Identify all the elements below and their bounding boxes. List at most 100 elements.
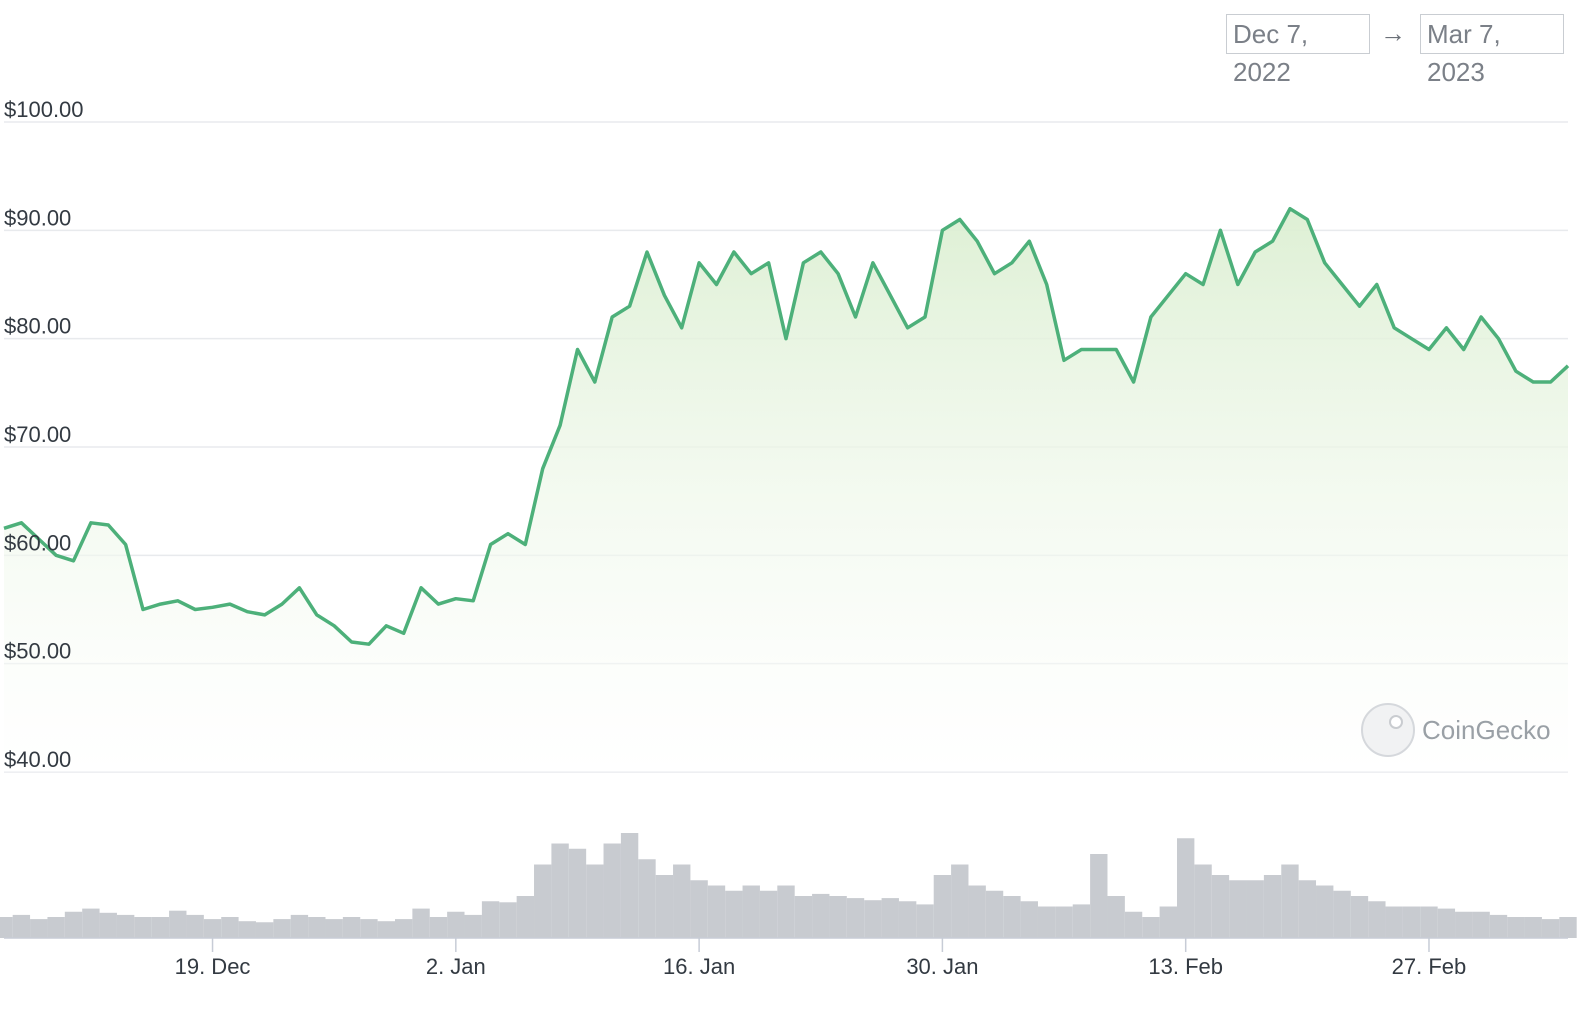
volume-bar bbox=[864, 900, 882, 938]
volume-bar bbox=[1211, 875, 1230, 938]
y-tick-label: $100.00 bbox=[4, 97, 84, 122]
volume-bar bbox=[707, 885, 726, 938]
coingecko-watermark: CoinGecko bbox=[1361, 703, 1551, 757]
volume-bar bbox=[898, 901, 917, 938]
date-range-start[interactable]: Dec 7, 2022 bbox=[1226, 14, 1370, 87]
volume-bar bbox=[203, 919, 222, 938]
volume-bar bbox=[603, 843, 621, 938]
volume-bar bbox=[725, 890, 743, 938]
volume-bar bbox=[1368, 901, 1386, 938]
volume-bar bbox=[1316, 885, 1334, 938]
volume-bar bbox=[1507, 917, 1525, 938]
volume-bar bbox=[673, 864, 691, 938]
volume-bar bbox=[499, 902, 517, 938]
volume-bar bbox=[1055, 906, 1073, 938]
coingecko-logo-icon bbox=[1361, 703, 1415, 757]
volume-bar bbox=[325, 919, 343, 938]
volume-bar bbox=[1437, 908, 1456, 938]
volume-bar bbox=[655, 875, 674, 938]
volume-bar bbox=[1124, 911, 1143, 938]
volume-bar bbox=[99, 912, 117, 938]
volume-bar bbox=[30, 919, 48, 938]
volume-bar bbox=[273, 919, 291, 938]
x-tick-label: 30. Jan bbox=[906, 954, 978, 979]
volume-bar bbox=[551, 843, 569, 938]
volume-bar bbox=[620, 833, 639, 938]
volume-bar bbox=[777, 885, 795, 938]
x-tick-label: 27. Feb bbox=[1392, 954, 1467, 979]
volume-bar bbox=[1333, 890, 1351, 938]
volume-bar bbox=[464, 914, 482, 938]
x-axis: 19. Dec 2. Jan 16. Jan 30. Jan 13. Feb 27. Fe… bbox=[4, 937, 1568, 979]
y-tick-label: $40.00 bbox=[4, 747, 71, 772]
y-axis-labels: $40.00 $50.00 $60.00 $70.00 $80.00 $90.00 $100… bbox=[4, 97, 84, 772]
volume-bar bbox=[1350, 896, 1369, 938]
volume-bar bbox=[429, 917, 448, 938]
volume-bar bbox=[968, 885, 986, 938]
volume-bar bbox=[1246, 880, 1264, 938]
volume-bar bbox=[1003, 896, 1021, 938]
volume-bar bbox=[516, 896, 535, 938]
volume-bar bbox=[1489, 914, 1508, 938]
volume-bar bbox=[829, 896, 847, 938]
volume-bar bbox=[290, 914, 309, 938]
volume-bar bbox=[1472, 911, 1490, 938]
volume-bar bbox=[447, 911, 465, 938]
volume-bar bbox=[1385, 906, 1403, 938]
volume-bar bbox=[308, 917, 326, 938]
volume-bar bbox=[586, 864, 604, 938]
volume-bar bbox=[221, 917, 239, 938]
volume-bar bbox=[342, 917, 361, 938]
volume-bar bbox=[916, 904, 934, 938]
x-tick-label: 19. Dec bbox=[175, 954, 251, 979]
volume-bar bbox=[1142, 917, 1160, 938]
y-tick-label: $70.00 bbox=[4, 422, 71, 447]
price-line bbox=[3, 206, 1570, 646]
volume-bar bbox=[395, 919, 413, 938]
volume-bar bbox=[169, 910, 187, 938]
volume-bar bbox=[690, 880, 708, 938]
volume-bars bbox=[0, 833, 1577, 938]
y-tick-label: $90.00 bbox=[4, 205, 71, 230]
volume-bar bbox=[742, 885, 760, 938]
volume-bar bbox=[0, 917, 13, 938]
volume-bar bbox=[1159, 906, 1177, 938]
volume-bar bbox=[933, 875, 952, 938]
volume-bar bbox=[12, 914, 31, 938]
volume-bar bbox=[1194, 864, 1212, 938]
volume-bar bbox=[881, 898, 899, 938]
volume-bar bbox=[534, 864, 552, 938]
volume-bar bbox=[1229, 880, 1247, 938]
volume-bar bbox=[151, 917, 170, 938]
volume-bar bbox=[116, 914, 135, 938]
volume-bar bbox=[1420, 906, 1438, 938]
date-range-end[interactable]: Mar 7, 2023 bbox=[1420, 14, 1564, 87]
x-tick-label: 16. Jan bbox=[663, 954, 735, 979]
volume-bar bbox=[377, 921, 395, 938]
y-tick-label: $50.00 bbox=[4, 639, 71, 664]
volume-bar bbox=[255, 922, 274, 938]
volume-bar bbox=[186, 914, 204, 938]
volume-bar bbox=[1541, 919, 1560, 938]
volume-bar bbox=[1020, 901, 1038, 938]
volume-bar bbox=[134, 917, 152, 938]
x-tick-label: 2. Jan bbox=[426, 954, 486, 979]
y-tick-label: $60.00 bbox=[4, 530, 71, 555]
volume-bar bbox=[1559, 917, 1577, 938]
volume-bar bbox=[238, 921, 256, 938]
volume-bar bbox=[82, 908, 100, 938]
x-tick-label: 13. Feb bbox=[1148, 954, 1223, 979]
date-range-arrow-icon: → bbox=[1380, 18, 1406, 48]
volume-bar bbox=[1281, 864, 1299, 938]
volume-bar bbox=[1072, 904, 1091, 938]
price-area bbox=[4, 208, 1568, 772]
volume-bar bbox=[794, 896, 813, 938]
volume-bar bbox=[568, 848, 587, 938]
volume-bar bbox=[1090, 854, 1108, 938]
volume-bar bbox=[638, 859, 656, 938]
volume-bar bbox=[481, 901, 500, 938]
volume-bar bbox=[846, 898, 865, 938]
gecko-eye-icon bbox=[1389, 715, 1403, 729]
volume-bar bbox=[985, 890, 1004, 938]
